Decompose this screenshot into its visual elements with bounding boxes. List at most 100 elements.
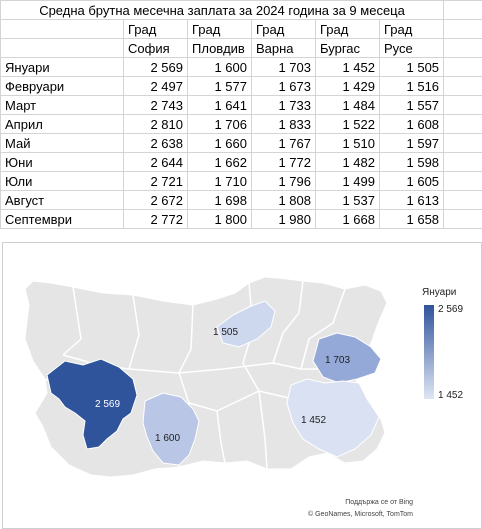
value-cell[interactable]: 1 484 [315,95,380,115]
value-cell[interactable]: 1 800 [187,209,252,229]
header-city[interactable]: Варна [251,38,316,58]
spreadsheet: Средна брутна месечна заплата за 2024 го… [0,0,482,244]
month-cell[interactable]: Септември [0,209,124,229]
label-sofia: 2 569 [95,399,120,410]
value-cell[interactable]: 1 641 [187,95,252,115]
region-sofia[interactable] [46,358,138,450]
value-cell[interactable]: 2 569 [123,57,188,77]
region-varna[interactable] [312,332,382,384]
value-cell[interactable]: 2 644 [123,152,188,172]
sheet-title[interactable]: Средна брутна месечна заплата за 2024 го… [0,0,445,20]
table-row: Април 2 810 1 706 1 833 1 522 1 608 [0,114,482,134]
month-cell[interactable]: Май [0,133,124,153]
value-cell[interactable]: 1 980 [251,209,316,229]
label-ruse: 1 505 [213,327,238,338]
month-cell[interactable]: Август [0,190,124,210]
value-cell[interactable]: 1 808 [251,190,316,210]
value-cell[interactable]: 1 505 [378,57,445,77]
month-cell[interactable]: Юли [0,171,124,191]
region-ruse[interactable] [216,300,276,348]
table-row: Юли 2 721 1 710 1 796 1 499 1 605 [0,171,482,191]
header-city-prefix[interactable]: Град [187,19,252,39]
header-city[interactable]: Русе [378,38,445,58]
empty-cell[interactable] [443,190,482,210]
value-cell[interactable]: 1 673 [251,76,316,96]
attribution-sources: © GeoNames, Microsoft, TomTom [308,511,413,518]
value-cell[interactable]: 2 672 [123,190,188,210]
value-cell[interactable]: 1 522 [315,114,380,134]
table-row: Март 2 743 1 641 1 733 1 484 1 557 [0,95,482,115]
value-cell[interactable]: 1 537 [315,190,380,210]
value-cell[interactable]: 1 598 [378,152,445,172]
value-cell[interactable]: 2 497 [123,76,188,96]
value-cell[interactable]: 1 710 [187,171,252,191]
empty-cell[interactable] [443,38,482,58]
empty-cell[interactable] [443,57,482,77]
value-cell[interactable]: 1 557 [378,95,445,115]
value-cell[interactable]: 2 743 [123,95,188,115]
empty-cell[interactable] [443,133,482,153]
header-city-prefix[interactable]: Град [251,19,316,39]
month-cell[interactable]: Март [0,95,124,115]
empty-cell[interactable] [443,76,482,96]
value-cell[interactable]: 1 613 [378,190,445,210]
value-cell[interactable]: 1 733 [251,95,316,115]
month-cell[interactable]: Юни [0,152,124,172]
header-city[interactable]: София [123,38,188,58]
value-cell[interactable]: 1 482 [315,152,380,172]
region-burgas[interactable] [286,378,380,458]
header-city-prefix[interactable]: Град [123,19,188,39]
month-cell[interactable]: Януари [0,57,124,77]
month-cell[interactable]: Февруари [0,76,124,96]
value-cell[interactable]: 1 600 [187,57,252,77]
bulgaria-map: 2 569 1 600 1 703 1 452 1 505 [24,276,388,478]
value-cell[interactable]: 2 810 [123,114,188,134]
month-cell[interactable]: Април [0,114,124,134]
empty-cell[interactable] [0,19,124,39]
table-row: Февруари 2 497 1 577 1 673 1 429 1 516 [0,76,482,96]
value-cell[interactable]: 1 772 [251,152,316,172]
header-city[interactable]: Пловдив [187,38,252,58]
value-cell[interactable]: 2 638 [123,133,188,153]
value-cell[interactable]: 1 767 [251,133,316,153]
value-cell[interactable]: 1 577 [187,76,252,96]
header-city-prefix[interactable]: Град [315,19,380,39]
empty-cell[interactable] [443,152,482,172]
attribution-powered-by: Поддържа се от Bing [345,499,413,506]
value-cell[interactable]: 1 660 [187,133,252,153]
value-cell[interactable]: 1 510 [315,133,380,153]
empty-cell[interactable] [443,171,482,191]
region-plovdiv[interactable] [142,392,200,466]
value-cell[interactable]: 2 721 [123,171,188,191]
value-cell[interactable]: 2 772 [123,209,188,229]
value-cell[interactable]: 1 605 [378,171,445,191]
empty-cell[interactable] [443,19,482,39]
value-cell[interactable]: 1 452 [315,57,380,77]
value-cell[interactable]: 1 658 [378,209,445,229]
empty-cell[interactable] [443,209,482,229]
value-cell[interactable]: 1 429 [315,76,380,96]
value-cell[interactable]: 1 662 [187,152,252,172]
value-cell[interactable]: 1 796 [251,171,316,191]
empty-cell[interactable] [443,0,482,20]
value-cell[interactable]: 1 516 [378,76,445,96]
legend-gradient [424,305,434,399]
table-row: Септември 2 772 1 800 1 980 1 668 1 658 [0,209,482,229]
value-cell[interactable]: 1 706 [187,114,252,134]
table-row: Юни 2 644 1 662 1 772 1 482 1 598 [0,152,482,172]
label-plovdiv: 1 600 [155,433,180,444]
empty-cell[interactable] [443,114,482,134]
value-cell[interactable]: 1 833 [251,114,316,134]
empty-cell[interactable] [0,38,124,58]
value-cell[interactable]: 1 668 [315,209,380,229]
value-cell[interactable]: 1 703 [251,57,316,77]
header-city-prefix[interactable]: Град [378,19,445,39]
header-city[interactable]: Бургас [315,38,380,58]
value-cell[interactable]: 1 597 [378,133,445,153]
value-cell[interactable]: 1 698 [187,190,252,210]
value-cell[interactable]: 1 608 [378,114,445,134]
empty-cell[interactable] [443,95,482,115]
table-row: Януари 2 569 1 600 1 703 1 452 1 505 [0,57,482,77]
map-chart[interactable]: 2 569 1 600 1 703 1 452 1 505 Януари 2 5… [2,242,482,529]
value-cell[interactable]: 1 499 [315,171,380,191]
